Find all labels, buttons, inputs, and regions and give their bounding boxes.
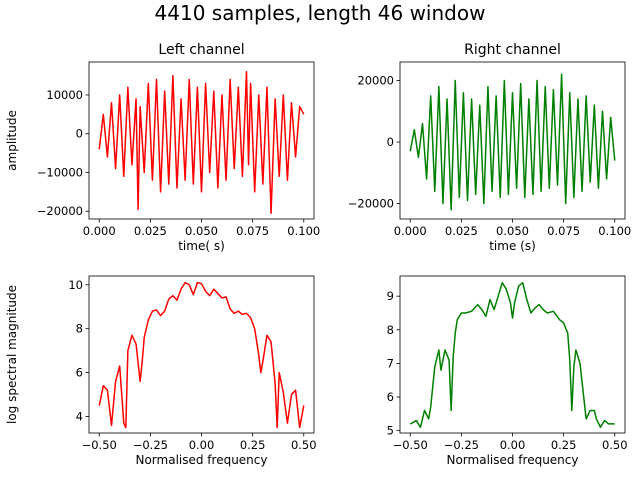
series-line-0: [98, 70, 305, 214]
x-tick-label: 0.050: [185, 224, 218, 238]
y-tick-label: 9: [387, 289, 394, 303]
x-tick-label: 0.000: [394, 224, 427, 238]
figure-title: 4410 samples, length 46 window: [155, 1, 486, 25]
y-axis-label: log spectral magnitude: [5, 285, 19, 424]
subplot-right-time: 0.000 0.025 0.050 0.075 0.100 −20000 0 20000 Rig…: [348, 42, 631, 253]
subplot-right-spectrum: −0.50 −0.25 0.00 0.25 0.50 5 6 7 8 9 Normalised fr…: [387, 275, 628, 467]
y-tick-label: −20000: [348, 197, 394, 211]
y-tick-label: 5: [387, 424, 394, 438]
x-tick-label: 0.025: [134, 224, 167, 238]
x-axis-label: time (s): [489, 239, 536, 253]
x-tick-label: 0.00: [500, 438, 526, 452]
y-tick-label: 10: [68, 278, 83, 292]
x-tick-label: 0.00: [189, 438, 215, 452]
x-tick-label: −0.50: [82, 438, 117, 452]
y-tick-label: −20000: [37, 204, 83, 218]
x-axis-label: Normalised frequency: [135, 453, 267, 467]
subplot-left-time: 0.000 0.025 0.050 0.075 0.100 −20000 −10000 0 10…: [5, 42, 320, 253]
y-tick-label: 6: [76, 366, 83, 380]
x-tick-label: 0.050: [496, 224, 529, 238]
y-axis-label: amplitude: [5, 110, 19, 171]
x-tick-label: 0.025: [445, 224, 478, 238]
x-tick-label: 0.100: [287, 224, 320, 238]
y-tick-label: 8: [387, 323, 394, 337]
x-tick-label: −0.50: [393, 438, 428, 452]
x-tick-label: 0.100: [598, 224, 631, 238]
x-tick-label: 0.075: [236, 224, 269, 238]
y-tick-label: 20000: [357, 73, 394, 87]
subplot-title: Right channel: [464, 42, 561, 58]
x-tick-label: 0.075: [547, 224, 580, 238]
x-tick-label: 0.25: [551, 438, 577, 452]
y-tick-label: 0: [387, 135, 394, 149]
x-tick-label: 0.25: [240, 438, 266, 452]
y-tick-label: 0: [76, 127, 83, 141]
y-tick-label: 4: [76, 410, 83, 424]
x-tick-label: 0.50: [602, 438, 628, 452]
x-tick-label: 0.000: [83, 224, 116, 238]
series-line-0: [98, 281, 305, 429]
x-tick-label: −0.25: [444, 438, 479, 452]
x-axis-label: time( s): [178, 239, 225, 253]
y-tick-label: −10000: [37, 165, 83, 179]
x-tick-label: 0.50: [291, 438, 317, 452]
series-line-0: [409, 73, 616, 211]
plots-container: 0.000 0.025 0.050 0.075 0.100−20000−10000010…: [5, 42, 631, 467]
y-tick-label: 7: [387, 356, 394, 370]
x-axis-label: Normalised frequency: [446, 453, 578, 467]
y-tick-label: 8: [76, 322, 83, 336]
x-tick-label: −0.25: [133, 438, 168, 452]
y-tick-label: 10000: [46, 88, 83, 102]
y-tick-label: 6: [387, 390, 394, 404]
series-line-0: [409, 281, 615, 429]
subplot-left-spectrum: −0.50 −0.25 0.00 0.25 0.50 4 6 8 10 Normalised fr…: [5, 275, 317, 467]
subplot-title: Left channel: [158, 42, 244, 58]
